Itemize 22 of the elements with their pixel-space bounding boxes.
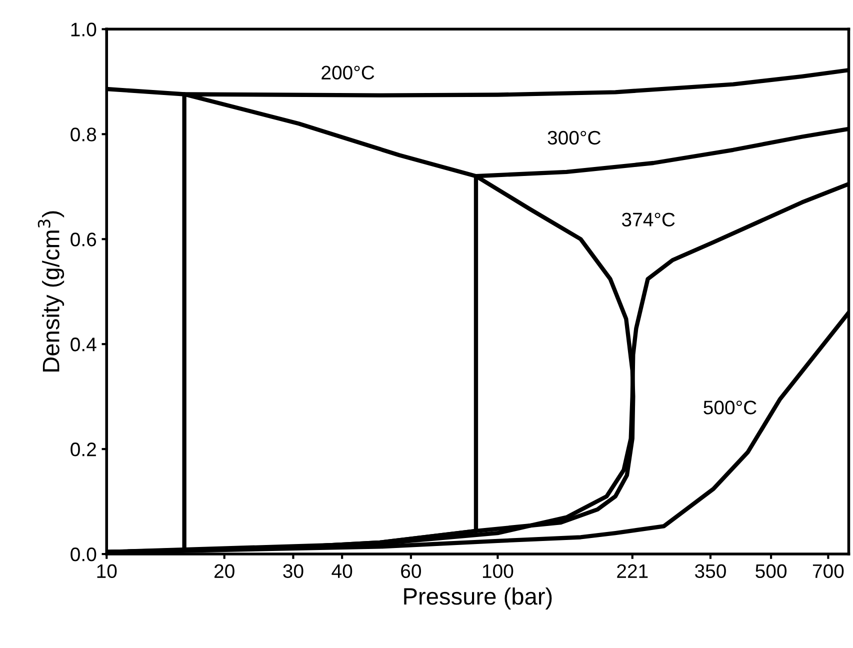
y-tick-label: 1.0 <box>71 22 96 36</box>
y-tick-label: 0.6 <box>70 232 96 246</box>
y-tick-label: 0.0 <box>70 548 96 562</box>
annotation: 200°C <box>322 66 374 80</box>
annotation: 500°C <box>704 400 756 414</box>
x-tick-label: 350 <box>694 564 726 578</box>
x-tick-label: 700 <box>812 564 844 578</box>
y-tick-label: 0.4 <box>70 338 96 352</box>
x-tick-label: 500 <box>756 564 787 578</box>
x-tick-label: 40 <box>332 564 352 578</box>
annotation: 300°C <box>548 130 601 145</box>
x-tick-label: 60 <box>401 564 421 578</box>
y-tick-label: 0.8 <box>70 128 96 142</box>
x-tick-label: 30 <box>283 564 304 578</box>
annotation: 374°C <box>622 212 675 226</box>
x-tick-label: 20 <box>214 564 234 578</box>
x-tick-label: 221 <box>617 564 648 578</box>
x-axis-title: Pressure (bar) <box>404 587 552 610</box>
x-tick-label: 100 <box>482 564 514 578</box>
y-axis-title: Density (g/cm$^{3}$) <box>38 211 64 372</box>
x-tick-label: 10 <box>97 564 117 578</box>
y-tick-label: 0.2 <box>70 442 96 456</box>
